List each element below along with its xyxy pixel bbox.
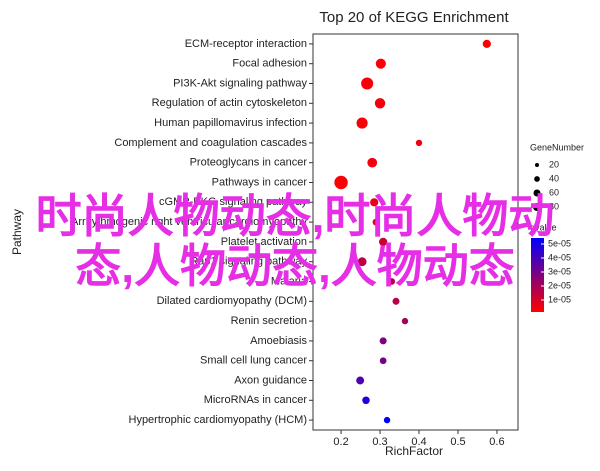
color-tick-label: 2e-05 <box>548 280 571 290</box>
dot <box>375 58 386 69</box>
x-tick-label: 0.4 <box>411 436 426 448</box>
y-tick-label: MicroRNAs in cancer <box>204 394 308 406</box>
dot <box>357 257 367 267</box>
dot <box>383 416 391 424</box>
x-tick-label: 0.2 <box>333 436 348 448</box>
dot <box>356 376 365 385</box>
y-tick-label: Dilated cardiomyopathy (DCM) <box>157 295 307 307</box>
dot <box>362 396 370 405</box>
y-tick-label: Amoebiasis <box>250 335 307 347</box>
y-tick-label: PI3K-Akt signaling pathway <box>173 77 307 89</box>
size-legend-dot <box>534 162 540 168</box>
y-tick-label: ECM-receptor interaction <box>185 38 307 50</box>
y-tick-label: Proteoglycans in cancer <box>190 157 308 169</box>
dot <box>482 39 491 49</box>
dot <box>334 175 348 190</box>
plot-border <box>312 33 519 431</box>
y-tick-label: Focal adhesion <box>232 58 307 70</box>
y-tick-label: Axon guidance <box>234 374 307 386</box>
y-tick-label: Arrhythmogenic right ventricular cardiom… <box>71 216 307 228</box>
dot <box>356 117 368 129</box>
size-legend-label: 20 <box>549 159 559 169</box>
y-tick-label: Human papillomavirus infection <box>154 117 307 129</box>
x-axis-label: RichFactor <box>385 444 443 458</box>
y-tick-label: Renin secretion <box>231 315 307 327</box>
color-tick-label: 1e-05 <box>548 294 571 304</box>
dot <box>388 278 396 285</box>
y-tick-label: Malaria <box>271 275 308 287</box>
chart-title: Top 20 of KEGG Enrichment <box>319 9 509 26</box>
color-tick-label: 4e-05 <box>548 252 571 262</box>
x-tick-label: 0.6 <box>489 436 504 448</box>
size-legend-label: 80 <box>549 201 559 211</box>
color-tick-label: 5e-05 <box>548 238 571 248</box>
y-tick-label: Small cell lung cancer <box>200 355 307 367</box>
color-legend-title: qvalue <box>530 222 557 232</box>
watermark: 态,人物动态,人物动态 <box>75 240 515 292</box>
dot <box>401 317 409 325</box>
size-legend-label: 60 <box>549 187 559 197</box>
y-tick-label: Regulation of actin cytoskeleton <box>152 97 307 109</box>
watermark: 时尚人物动态,时尚人物动 <box>36 190 555 242</box>
y-tick-label: Platelet activation <box>221 236 307 248</box>
size-legend-dot <box>533 189 541 197</box>
dot <box>370 198 379 207</box>
y-axis-label: Pathway <box>10 209 24 255</box>
size-legend-dot <box>534 176 540 182</box>
x-tick-label: 0.5 <box>450 436 465 448</box>
size-legend-dot <box>532 202 542 212</box>
dot <box>379 357 387 365</box>
size-legend-title: GeneNumber <box>530 142 584 152</box>
dot <box>374 98 386 109</box>
y-tick-label: cGMP-PKG signaling pathway <box>159 196 307 208</box>
y-tick-label: Complement and coagulation cascades <box>114 137 307 149</box>
y-tick-label: Rap1 signaling pathway <box>190 256 307 268</box>
dot <box>372 218 380 226</box>
dot <box>379 237 388 247</box>
size-legend-label: 40 <box>549 173 559 183</box>
x-tick-label: 0.3 <box>372 436 387 448</box>
color-tick-label: 3e-05 <box>548 266 571 276</box>
color-bar <box>531 238 544 312</box>
y-tick-label: Hypertrophic cardiomyopathy (HCM) <box>129 414 308 426</box>
y-tick-label: Pathways in cancer <box>212 176 308 188</box>
dot <box>361 77 374 90</box>
dot <box>392 297 400 305</box>
dot <box>367 157 378 168</box>
dot <box>379 337 387 345</box>
dot <box>415 139 423 147</box>
